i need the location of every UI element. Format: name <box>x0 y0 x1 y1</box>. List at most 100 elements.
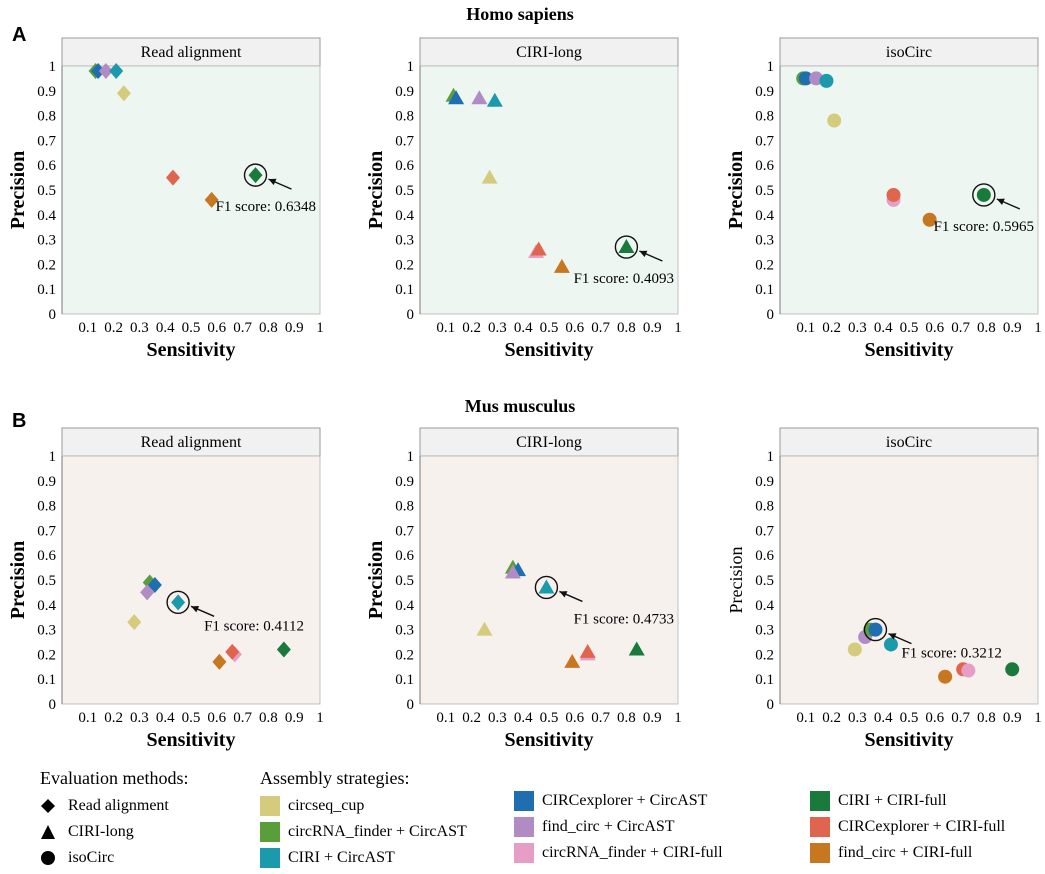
plot-area <box>419 455 679 705</box>
arrow-head <box>888 633 897 640</box>
x-tick-label: 0.1 <box>796 710 815 726</box>
y-tick-label: 0.6 <box>395 548 414 564</box>
x-tick-label: 0.5 <box>900 710 919 726</box>
triangle-marker <box>504 564 521 579</box>
y-tick-label: 1 <box>407 59 415 75</box>
legend-strategy-label: circRNA_finder + CIRI-full <box>542 844 723 861</box>
y-tick-label: 0 <box>767 307 775 323</box>
legend-methods-title: Evaluation methods: <box>40 768 189 788</box>
y-tick-label: 0.9 <box>755 474 774 490</box>
arrow-head <box>191 606 200 613</box>
arrow-head <box>996 198 1005 206</box>
x-tick-label: 0.3 <box>488 710 507 726</box>
section-title-mus-musculus: Mus musculus <box>464 396 576 416</box>
y-tick-label: 0.5 <box>395 183 414 199</box>
diamond-marker <box>147 576 162 593</box>
plot-area <box>779 455 1039 705</box>
x-tick-label: 0.3 <box>848 710 867 726</box>
triangle-marker <box>618 239 635 254</box>
legend-method-label: Read alignment <box>68 797 169 814</box>
y-axis-label: Precision <box>7 541 29 620</box>
x-tick-label: 0.5 <box>540 320 559 336</box>
diamond-marker <box>98 62 113 79</box>
diamond-marker <box>171 594 186 611</box>
x-tick-label: 0.7 <box>591 710 610 726</box>
y-tick-label: 0.9 <box>395 84 414 100</box>
y-tick-label: 1 <box>407 449 415 465</box>
y-tick-label: 0.9 <box>37 84 56 100</box>
legend-strategy-label: CIRI + CircAST <box>288 849 395 866</box>
f1-score-label: F1 score: 0.4733 <box>574 611 674 627</box>
x-tick-label: 0.7 <box>233 320 252 336</box>
f1-score-label: F1 score: 0.6348 <box>216 199 316 215</box>
y-tick-label: 0.3 <box>395 233 414 249</box>
y-tick-label: 0.4 <box>755 208 774 224</box>
x-tick-label: 1 <box>1034 320 1042 336</box>
y-tick-label: 0.6 <box>755 158 774 174</box>
y-tick-label: 0.4 <box>755 598 774 614</box>
y-tick-label: 0.5 <box>395 573 414 589</box>
legend-strategy-label: CIRI + CIRI-full <box>838 792 947 809</box>
legend-swatch <box>514 843 534 863</box>
scatter-panel: CIRI-long 0 0.1 0.2 0.3 0.4 0.5 0.6 0.7 0.8 0.9 1 0.… <box>365 427 682 751</box>
plot-area <box>419 65 679 315</box>
legend-swatch <box>260 796 280 816</box>
legend-strategy-item: find_circ + CIRI-full <box>810 840 1005 866</box>
x-tick-label: 0.2 <box>104 320 123 336</box>
triangle-marker <box>553 258 570 273</box>
y-axis-label: Precision <box>365 541 387 620</box>
y-tick-label: 0.8 <box>37 109 56 125</box>
y-tick-label: 0.8 <box>755 499 774 515</box>
legend-swatch <box>514 817 534 837</box>
y-tick-label: 0.7 <box>37 133 56 149</box>
x-tick-label: 0.1 <box>436 320 455 336</box>
legend-method-label: isoCirc <box>68 849 115 866</box>
circle-marker <box>938 669 953 684</box>
triangle-marker <box>486 92 503 107</box>
y-tick-label: 0.3 <box>755 233 774 249</box>
y-axis-label: Precision <box>7 151 29 230</box>
x-tick-label: 0.4 <box>156 710 175 726</box>
scatter-panel: isoCirc 0 0.1 0.2 0.3 0.4 0.5 0.6 0.7 0.8 0.9 1 0.1 0… <box>725 37 1042 361</box>
x-tick-label: 1 <box>316 710 324 726</box>
y-tick-label: 0.5 <box>37 183 56 199</box>
section-title-homo-sapiens: Homo sapiens <box>466 4 574 24</box>
circle-marker <box>961 663 976 678</box>
y-tick-label: 0.6 <box>755 548 774 564</box>
y-tick-label: 0.2 <box>395 257 414 273</box>
x-tick-label: 0.9 <box>285 710 304 726</box>
plot-area <box>61 455 321 705</box>
x-tick-label: 0.4 <box>156 320 175 336</box>
y-tick-label: 0.2 <box>755 257 774 273</box>
y-tick-label: 0.1 <box>755 282 774 298</box>
y-tick-label: 0.4 <box>37 598 56 614</box>
legend-evaluation-methods: Evaluation methods: Read alignment CIRI-… <box>40 768 188 871</box>
arrow-head <box>268 178 277 186</box>
legend-strategies-title: Assembly strategies: <box>260 768 410 788</box>
x-axis-label: Sensitivity <box>865 339 954 361</box>
circle-marker <box>922 212 937 227</box>
y-tick-label: 0.6 <box>37 158 56 174</box>
x-tick-label: 0.4 <box>874 710 893 726</box>
circle-marker <box>1005 662 1020 677</box>
panel-header <box>61 37 321 67</box>
x-tick-label: 0.2 <box>822 710 841 726</box>
x-tick-label: 1 <box>1034 710 1042 726</box>
plot-area <box>779 65 1039 315</box>
y-tick-label: 0.9 <box>395 474 414 490</box>
x-tick-label: 0.4 <box>514 710 533 726</box>
y-tick-label: 0.8 <box>395 499 414 515</box>
diamond-marker <box>127 614 142 631</box>
x-tick-label: 0.9 <box>643 710 662 726</box>
x-axis-label: Sensitivity <box>505 729 594 751</box>
highlight-ring <box>614 235 639 259</box>
y-tick-label: 0.7 <box>37 523 56 539</box>
y-tick-label: 0.9 <box>37 474 56 490</box>
x-tick-label: 0.6 <box>925 320 944 336</box>
y-tick-label: 0.4 <box>37 208 56 224</box>
y-tick-label: 0.8 <box>755 109 774 125</box>
y-axis-label: Precision <box>725 151 747 230</box>
legend-assembly-strategies-col3: CIRI + CIRI-full CIRCexplorer + CIRI-ful… <box>810 788 1005 866</box>
panel-letter-a: A <box>12 24 27 46</box>
legend-assembly-strategies: Assembly strategies: circseq_cup circRNA… <box>260 768 467 871</box>
